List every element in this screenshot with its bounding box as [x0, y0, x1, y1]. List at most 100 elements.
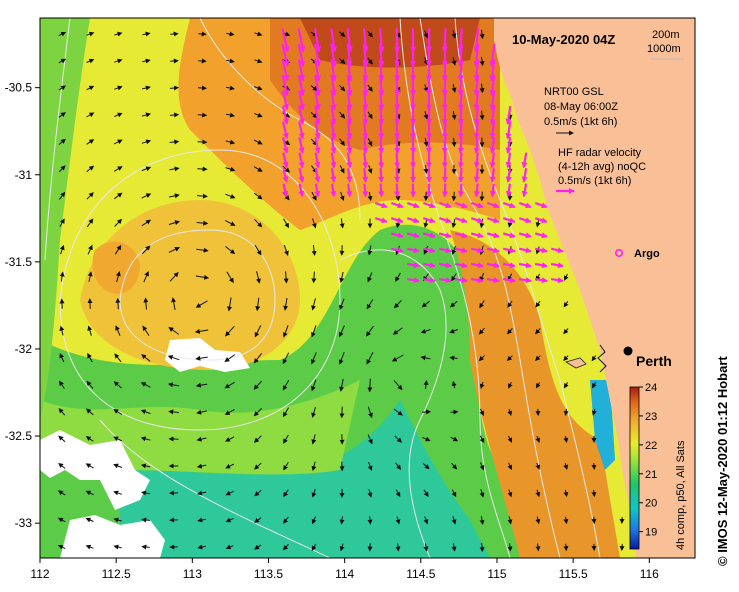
gsl-arrow	[254, 85, 263, 91]
gsl-arrow	[283, 218, 290, 229]
gsl-arrow	[169, 193, 180, 199]
gsl-arrow	[227, 297, 233, 312]
gsl-arrow	[479, 489, 485, 498]
gsl-arrow	[197, 544, 206, 550]
argo-label: Argo	[634, 248, 660, 260]
hf-arrow	[298, 152, 305, 169]
hf-arrow	[489, 183, 496, 198]
colorbar-tick-label: 19	[645, 527, 657, 539]
gsl-arrow	[197, 517, 206, 523]
argo-marker	[614, 249, 623, 258]
sst-red-north	[300, 18, 480, 68]
hf-arrow	[505, 121, 512, 140]
hf-arrow	[470, 232, 484, 239]
gsl-arrow	[57, 517, 66, 523]
gsl-arrow	[535, 219, 541, 228]
gsl-arrow	[114, 31, 123, 37]
gsl-arrow	[479, 110, 485, 121]
gsl-arrow	[563, 543, 569, 552]
gsl-arrow	[196, 436, 207, 442]
hf-arrow	[378, 183, 385, 198]
gsl-arrow	[395, 543, 401, 552]
gsl-arrow	[85, 436, 94, 442]
hf-arrow	[438, 217, 452, 224]
gsl-arrow	[339, 516, 345, 525]
hf-arrow	[470, 262, 484, 269]
gsl-arrow	[58, 435, 66, 443]
hf-arrow	[473, 136, 480, 154]
hf-arrow	[489, 105, 496, 125]
hf-arrow	[473, 105, 480, 125]
colorbar: 24 23 22 21 20 19 4h comp, p50, All Sats	[629, 382, 687, 550]
hf-arrow	[489, 121, 496, 140]
gsl-arrow	[422, 463, 430, 470]
gsl-arrow	[311, 218, 317, 229]
x-axis: 112 112.5 113 113.5 114 114.5 115 115.5 116	[30, 558, 659, 581]
gsl-arrow	[282, 407, 290, 418]
hf-arrow	[362, 121, 369, 140]
gsl-arrow	[451, 543, 457, 552]
gsl-arrow	[254, 517, 262, 523]
gsl-arrow	[393, 380, 403, 391]
gsl-arrow	[196, 463, 207, 469]
gsl-arrow	[113, 139, 123, 145]
hf-arrow	[518, 277, 532, 284]
gsl-arrow	[86, 380, 94, 389]
gsl-arrow	[339, 165, 345, 174]
gsl-arrow	[310, 85, 318, 91]
gsl-arrow	[339, 138, 345, 147]
hf-arrow	[502, 217, 516, 224]
hf-arrow	[378, 152, 385, 169]
hf-arrow	[346, 28, 353, 53]
hf-arrow	[489, 43, 496, 68]
gsl-legend-line-1: NRT00 GSL	[544, 86, 604, 98]
gsl-arrow	[311, 271, 317, 284]
hf-arrow	[489, 59, 496, 82]
gsl-arrow	[564, 273, 569, 281]
gsl-arrow	[563, 355, 569, 362]
hf-arrow	[281, 74, 290, 96]
gsl-arrow	[256, 271, 261, 284]
gsl-arrow	[311, 298, 316, 311]
gsl-arrow	[392, 327, 403, 335]
gsl-arrow	[283, 434, 289, 444]
gsl-arrow	[535, 543, 541, 552]
hf-arrow	[441, 183, 448, 198]
gsl-arrow	[225, 490, 234, 496]
hf-arrow	[473, 167, 480, 183]
hf-arrow	[473, 90, 480, 111]
hf-arrow	[330, 59, 337, 82]
gsl-arrow	[141, 219, 152, 227]
gsl-arrow	[170, 31, 179, 37]
hf-arrow	[346, 183, 353, 198]
colorbar-tick-label: 23	[645, 411, 657, 423]
gsl-arrow	[58, 112, 66, 118]
gsl-arrow	[451, 83, 457, 93]
colorbar-tick-label: 24	[645, 382, 657, 394]
gsl-arrow	[421, 409, 432, 415]
gsl-arrow	[113, 381, 122, 389]
gsl-arrow	[367, 434, 373, 445]
gsl-arrow	[141, 112, 151, 118]
hf-arrow	[390, 247, 404, 254]
hf-arrow	[362, 90, 369, 111]
hf-arrow	[505, 183, 512, 198]
hf-arrow	[502, 277, 516, 284]
gsl-arrow	[479, 515, 485, 525]
gsl-arrow	[254, 31, 263, 37]
x-tick-label: 112	[30, 567, 49, 581]
hf-arrow	[298, 167, 305, 183]
gsl-arrow	[451, 245, 457, 255]
gsl-arrow	[253, 166, 263, 172]
hf-arrow	[470, 217, 484, 224]
gsl-arrow	[423, 489, 429, 498]
gsl-arrow	[254, 490, 262, 497]
hf-arrow	[378, 137, 385, 154]
hf-arrow	[282, 168, 289, 183]
hf-arrow	[489, 168, 496, 183]
gsl-arrow	[167, 382, 180, 388]
gsl-arrow	[226, 271, 234, 284]
gsl-arrow	[451, 516, 457, 525]
hf-arrow	[457, 121, 464, 140]
gsl-arrow	[114, 85, 123, 91]
